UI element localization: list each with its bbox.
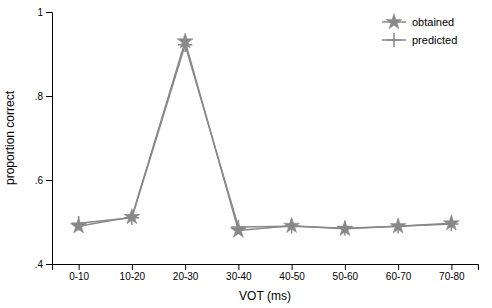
series-marker (390, 218, 406, 233)
series (71, 33, 460, 237)
x-tick-mark (79, 264, 80, 270)
marks (71, 33, 460, 237)
legend-marker (387, 33, 401, 47)
y-tick-label: 1 (37, 7, 43, 18)
y-tick: 1 (37, 7, 52, 18)
plot: 0-10 10-20 20-30 30-40 40-50 50-60 60-70 70-80.… (35, 7, 479, 282)
x-tick-label: 20-30 (173, 271, 199, 282)
y-axis-line (46, 13, 53, 265)
x-axis-title: VOT (ms) (239, 289, 291, 303)
y-tick-label: .8 (35, 91, 44, 102)
series-line (79, 41, 452, 230)
y-tick: .4 (35, 259, 52, 270)
series-marker (71, 218, 87, 233)
x-tick: 0-10 (69, 264, 89, 282)
x-tick-mark (398, 264, 399, 270)
x-tick-label: 40-50 (279, 271, 305, 282)
x-tick-mark (238, 264, 239, 270)
y-tick: .8 (35, 91, 52, 102)
x-tick-label: 30-40 (226, 271, 252, 282)
legend-label: obtained (412, 16, 454, 28)
y-tick-label: .6 (35, 175, 44, 186)
x-tick: 70-80 (439, 264, 465, 282)
series-marker (443, 215, 459, 230)
x-tick: 40-50 (279, 264, 305, 282)
x-tick-label: 70-80 (439, 271, 465, 282)
series-marker (337, 220, 353, 235)
series-marker (284, 217, 300, 232)
x-tick-label: 60-70 (386, 271, 412, 282)
y-tick-mark (46, 180, 52, 181)
x-tick-label: 0-10 (69, 271, 89, 282)
y-tick-mark (46, 264, 52, 265)
legend-marker (386, 14, 402, 29)
x-axis-line (53, 265, 479, 271)
x-tick: 50-60 (333, 264, 359, 282)
series-marker (124, 209, 140, 224)
series-marker (230, 222, 246, 237)
legend-label: predicted (412, 34, 457, 46)
y-tick-mark (46, 12, 52, 13)
x-tick: 60-70 (386, 264, 412, 282)
x-tick-mark (345, 264, 346, 270)
x-tick-mark (185, 264, 186, 270)
x-tick-label: 50-60 (333, 271, 359, 282)
x-tick-label: 10-20 (120, 271, 146, 282)
legend-item: obtained (382, 14, 454, 29)
legend-item: predicted (382, 33, 457, 47)
x-tick: 10-20 (120, 264, 146, 282)
chart: 0-10 10-20 20-30 30-40 40-50 50-60 60-70 70-80.… (0, 0, 492, 308)
x-axis: 0-10 10-20 20-30 30-40 40-50 50-60 60-70 70-80 (53, 264, 479, 282)
series-marker (338, 221, 352, 235)
y-tick: .6 (35, 175, 52, 186)
y-tick-mark (46, 96, 52, 97)
series (71, 38, 458, 236)
legend: obtained predicted (382, 14, 457, 48)
series-line (79, 45, 452, 229)
y-axis: .4 .6 .8 1 (35, 7, 53, 270)
series-marker (177, 33, 193, 48)
y-tick-label: .4 (35, 259, 44, 270)
x-tick: 20-30 (173, 264, 199, 282)
x-tick-mark (132, 264, 133, 270)
x-tick-mark (451, 264, 452, 270)
x-tick: 30-40 (226, 264, 252, 282)
x-tick-mark (292, 264, 293, 270)
y-axis-title: proportion correct (3, 90, 17, 185)
